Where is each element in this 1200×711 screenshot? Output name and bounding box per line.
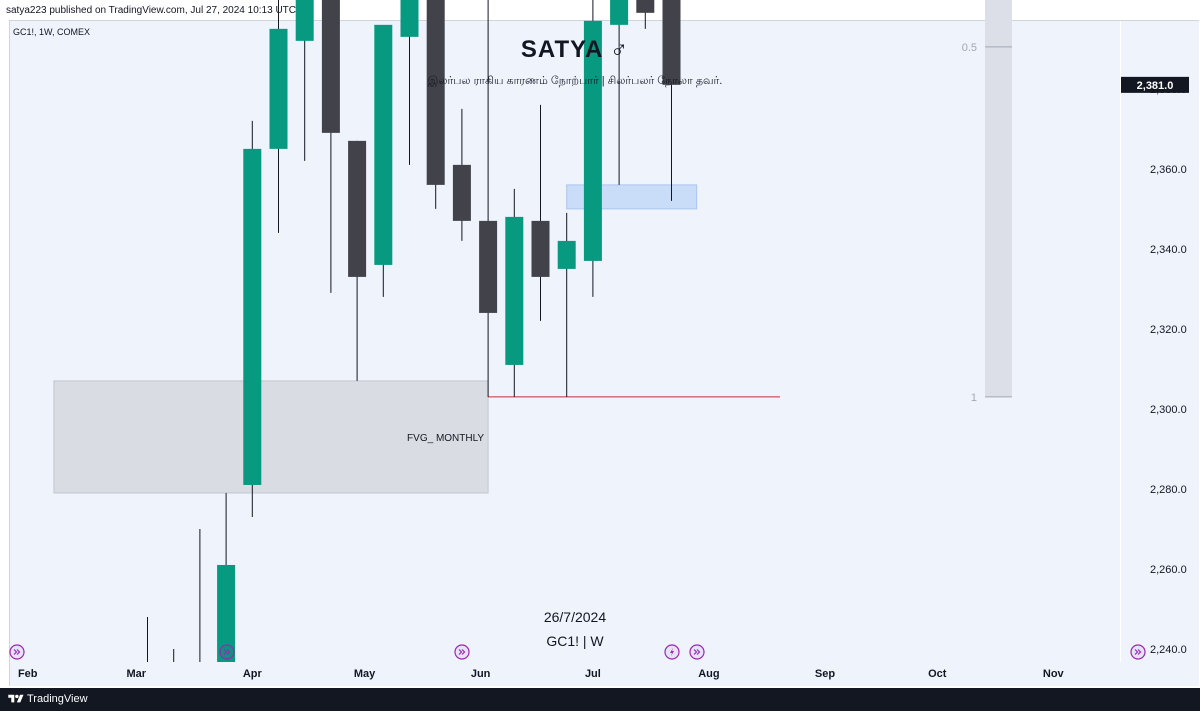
arrow-glyph: [458, 649, 466, 655]
candlestick-chart[interactable]: 2,240.0 2,260.0 2,280.0 2,300.0 2,320.0 2,340…: [0, 0, 1200, 688]
chart-subtitle: இலர்பல ராகிய காரணம் நோற்பார் | சிலர்பலர்…: [428, 75, 723, 87]
x-tick-label: Feb: [18, 668, 38, 680]
x-tick-label: Apr: [243, 668, 263, 680]
x-tick-label: May: [354, 668, 376, 680]
current-price-badge: [1121, 76, 1189, 93]
bullish-candle[interactable]: [583, 20, 602, 261]
x-tick-label: Aug: [698, 668, 719, 680]
y-tick-label: 2,300.0: [1150, 404, 1187, 416]
y-tick-label: 2,340.0: [1150, 244, 1187, 256]
bullish-candle[interactable]: [269, 28, 288, 149]
lightning-glyph: [670, 648, 674, 656]
arrow-glyph: [13, 649, 21, 655]
y-tick-label: 2,280.0: [1150, 484, 1187, 496]
bullish-candle[interactable]: [217, 564, 236, 662]
footer-brand: TradingView: [27, 693, 88, 705]
y-tick-label: 2,240.0: [1150, 644, 1187, 656]
bearish-candle[interactable]: [479, 220, 498, 313]
time-axis[interactable]: [10, 662, 1199, 686]
arrow-glyph: [1134, 649, 1142, 655]
bearish-candle[interactable]: [531, 220, 550, 277]
published-text: satya223 published on TradingView.com, J…: [6, 5, 305, 16]
bullish-candle[interactable]: [295, 0, 314, 41]
bottom-date-label: 26/7/2024: [544, 609, 606, 625]
symbol-info: GC1!, 1W, COMEX: [13, 27, 90, 37]
current-price-label: 2,381.0: [1137, 80, 1174, 92]
y-tick-label: 2,320.0: [1150, 324, 1187, 336]
x-tick-label: Oct: [928, 668, 947, 680]
arrow-glyph: [693, 649, 701, 655]
plot-background[interactable]: [10, 21, 1120, 662]
bearish-candle[interactable]: [426, 0, 445, 185]
fvg-label: FVG_ MONTHLY: [407, 433, 484, 444]
bullish-candle[interactable]: [505, 216, 524, 365]
footer-bar: TradingView: [0, 688, 1200, 711]
fib-zone[interactable]: [985, 0, 1012, 397]
bullish-candle[interactable]: [610, 0, 629, 25]
bullish-candle[interactable]: [557, 240, 576, 269]
x-tick-label: Nov: [1043, 668, 1065, 680]
bearish-candle[interactable]: [636, 0, 655, 13]
price-axis[interactable]: [1121, 21, 1199, 662]
fib-level-label: 0.5: [962, 42, 977, 54]
bottom-symbol-label: GC1! | W: [546, 633, 604, 649]
bullish-candle[interactable]: [400, 0, 419, 37]
bullish-candle[interactable]: [243, 148, 262, 485]
fvg-zone[interactable]: [53, 380, 489, 494]
arrow-glyph: [223, 649, 231, 655]
chart-title: SATYA ♂: [521, 36, 629, 63]
fib-level-label: 1: [971, 392, 977, 404]
y-tick-label: 2,360.0: [1150, 164, 1187, 176]
bullish-candle[interactable]: [374, 24, 393, 265]
x-tick-label: Mar: [126, 668, 146, 680]
tradingview-logo-icon: [8, 694, 24, 703]
x-tick-label: Sep: [815, 668, 835, 680]
bearish-candle[interactable]: [321, 0, 340, 133]
bearish-candle[interactable]: [662, 0, 681, 85]
x-tick-label: Jul: [585, 668, 601, 680]
x-tick-label: Jun: [471, 668, 491, 680]
bearish-candle[interactable]: [348, 140, 367, 277]
y-tick-label: 2,260.0: [1150, 564, 1187, 576]
bearish-candle[interactable]: [452, 164, 471, 221]
